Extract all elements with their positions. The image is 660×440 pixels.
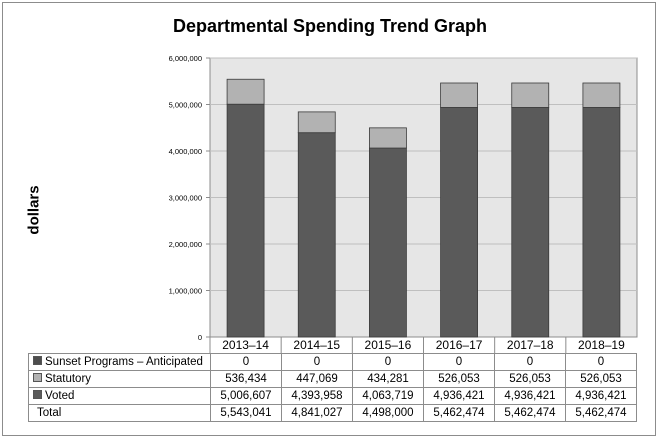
table-cell: 4,841,027 bbox=[281, 404, 353, 422]
row-header: Sunset Programs – Anticipated bbox=[28, 353, 211, 371]
row-header: Voted bbox=[28, 387, 211, 405]
table-cell: 0 bbox=[281, 353, 353, 371]
legend-swatch bbox=[33, 356, 42, 365]
table-cell: 0 bbox=[494, 353, 566, 371]
y-tick-label: 3,000,000 bbox=[169, 194, 202, 203]
table-cell: 526,053 bbox=[494, 370, 566, 388]
bar-voted bbox=[369, 147, 407, 338]
bar-voted bbox=[582, 107, 621, 338]
table-cell: 4,936,421 bbox=[423, 387, 495, 405]
data-table: Sunset Programs – Anticipated 0 0 0 0 0 0 Statu… bbox=[28, 353, 637, 422]
chart-title: Departmental Spending Trend Graph bbox=[172, 16, 488, 36]
series-label: Sunset Programs – Anticipated bbox=[45, 356, 203, 368]
table-cell: 4,063,719 bbox=[352, 387, 424, 405]
x-tick-label: 2014–15 bbox=[293, 338, 340, 352]
row-header: Total bbox=[28, 404, 211, 422]
table-cell: 4,393,958 bbox=[281, 387, 353, 405]
table-cell: 5,462,474 bbox=[494, 404, 566, 422]
table-cell: 526,053 bbox=[565, 370, 637, 388]
table-cell: 5,462,474 bbox=[423, 404, 495, 422]
table-cell: 447,069 bbox=[281, 370, 353, 388]
bar-statutory bbox=[511, 82, 550, 108]
table-cell: 0 bbox=[423, 353, 495, 371]
x-tick-label: 2016–17 bbox=[436, 338, 483, 352]
table-cell: 4,498,000 bbox=[352, 404, 424, 422]
row-sunset-programs: Sunset Programs – Anticipated 0 0 0 0 0 0 bbox=[28, 353, 637, 371]
y-tick-label: 5,000,000 bbox=[169, 101, 202, 110]
table-cell: 0 bbox=[210, 353, 282, 371]
row-statutory: Statutory 536,434 447,069 434,281 526,053 526… bbox=[28, 370, 637, 388]
bar-statutory bbox=[297, 111, 336, 134]
x-tick-label: 2018–19 bbox=[578, 338, 625, 352]
bar-statutory bbox=[582, 82, 621, 108]
row-voted: Voted 5,006,607 4,393,958 4,063,719 4,936,42… bbox=[28, 387, 637, 405]
x-tick-label: 2017–18 bbox=[507, 338, 554, 352]
table-cell: 5,462,474 bbox=[565, 404, 637, 422]
table-cell: 434,281 bbox=[352, 370, 424, 388]
y-tick-label: 6,000,000 bbox=[169, 54, 202, 63]
bar-voted bbox=[226, 103, 265, 338]
table-cell: 5,006,607 bbox=[210, 387, 282, 405]
x-tick-label: 2013–14 bbox=[222, 338, 269, 352]
y-tick-label: 4,000,000 bbox=[169, 147, 202, 156]
legend-swatch bbox=[33, 390, 42, 399]
table-cell: 4,936,421 bbox=[565, 387, 637, 405]
y-tick-label: 2,000,000 bbox=[169, 240, 202, 249]
table-cell: 536,434 bbox=[210, 370, 282, 388]
y-tick-label: 0 bbox=[198, 333, 202, 342]
bar-statutory bbox=[226, 78, 265, 105]
y-tick-label: 1,000,000 bbox=[169, 287, 202, 296]
series-label: Statutory bbox=[45, 373, 92, 385]
row-header: Statutory bbox=[28, 370, 211, 388]
row-total: Total 5,543,041 4,841,027 4,498,000 5,462,47… bbox=[28, 404, 637, 422]
series-label: Voted bbox=[45, 390, 75, 402]
bar-voted bbox=[440, 107, 478, 338]
table-cell: 5,543,041 bbox=[210, 404, 282, 422]
bar-statutory bbox=[440, 82, 478, 108]
bar-voted bbox=[297, 132, 336, 338]
bar-statutory bbox=[369, 127, 407, 149]
table-cell: 0 bbox=[565, 353, 637, 371]
bar-voted bbox=[511, 107, 550, 338]
series-label: Total bbox=[37, 407, 62, 419]
table-cell: 526,053 bbox=[423, 370, 495, 388]
legend-swatch bbox=[33, 373, 42, 382]
table-cell: 0 bbox=[352, 353, 424, 371]
x-tick-label: 2015–16 bbox=[365, 338, 412, 352]
table-cell: 4,936,421 bbox=[494, 387, 566, 405]
